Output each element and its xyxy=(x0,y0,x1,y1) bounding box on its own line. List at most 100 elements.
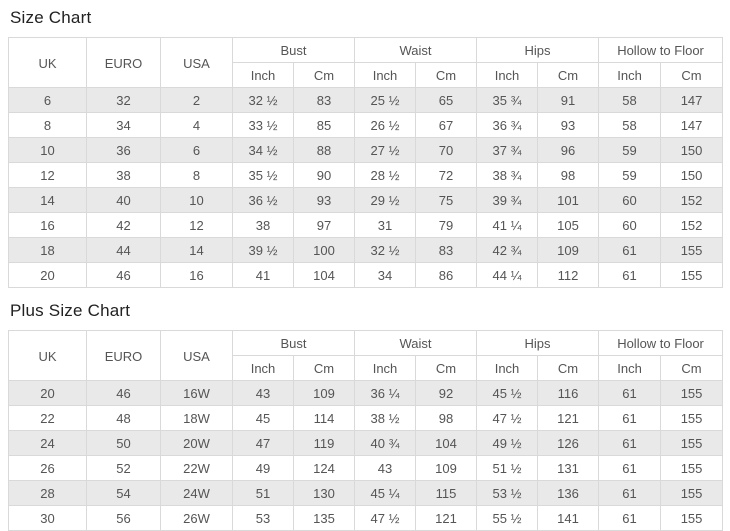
cell: 109 xyxy=(292,380,356,406)
cell: 98 xyxy=(537,162,600,188)
cell: 38 ½ xyxy=(354,405,417,431)
column-group-header: Hollow to Floor xyxy=(598,330,724,356)
cell: 40 ¾ xyxy=(354,430,417,456)
cell: 44 ¼ xyxy=(476,262,539,288)
cell: 92 xyxy=(415,380,478,406)
cell: 100 xyxy=(292,237,356,263)
column-subheader: Inch xyxy=(232,62,294,88)
column-subheader: Cm xyxy=(415,355,478,381)
column-header: USA xyxy=(160,330,233,381)
cell: 53 ½ xyxy=(476,480,539,506)
cell: 6 xyxy=(160,137,233,163)
cell: 39 ½ xyxy=(232,237,294,263)
cell: 55 ½ xyxy=(476,505,539,531)
cell: 130 xyxy=(292,480,356,506)
cell: 45 ½ xyxy=(476,380,539,406)
cell: 39 ¾ xyxy=(476,187,539,213)
cell: 59 xyxy=(598,162,662,188)
cell: 35 ½ xyxy=(232,162,294,188)
table-row: 20 46 16 41 104 34 86 44 ¼ 112 61 155 xyxy=(8,262,724,288)
cell: 50 xyxy=(86,430,161,456)
cell: 155 xyxy=(660,262,724,288)
cell: 58 xyxy=(598,87,662,113)
column-subheader: Cm xyxy=(415,62,478,88)
cell: 43 xyxy=(354,455,417,481)
cell: 29 ½ xyxy=(354,187,417,213)
cell: 72 xyxy=(415,162,478,188)
table-row: 14 40 10 36 ½ 93 29 ½ 75 39 ¾ 101 60 152 xyxy=(8,187,724,213)
column-subheader: Cm xyxy=(537,62,600,88)
column-subheader: Cm xyxy=(292,62,356,88)
cell: 61 xyxy=(598,505,662,531)
cell: 150 xyxy=(660,137,724,163)
cell: 104 xyxy=(415,430,478,456)
cell: 41 ¼ xyxy=(476,212,539,238)
table-row: 12 38 8 35 ½ 90 28 ½ 72 38 ¾ 98 59 150 xyxy=(8,162,724,188)
column-group-header: Waist xyxy=(354,37,478,63)
cell: 105 xyxy=(537,212,600,238)
cell: 51 xyxy=(232,480,294,506)
size-chart-header: UK EURO USA Bust Waist Hips Hollow to Floor Inc… xyxy=(8,37,724,88)
cell: 38 xyxy=(86,162,161,188)
table-row: 6 32 2 32 ½ 83 25 ½ 65 35 ¾ 91 58 147 xyxy=(8,87,724,113)
cell: 22 xyxy=(8,405,87,431)
column-subheader: Cm xyxy=(537,355,600,381)
table-row: 26 52 22W 49 124 43 109 51 ½ 131 61 155 xyxy=(8,455,724,481)
cell: 61 xyxy=(598,430,662,456)
cell: 70 xyxy=(415,137,478,163)
cell: 34 xyxy=(86,112,161,138)
cell: 32 ½ xyxy=(354,237,417,263)
cell: 36 xyxy=(86,137,161,163)
column-group-header: Bust xyxy=(231,330,356,356)
cell: 40 xyxy=(86,187,161,213)
size-chart-table: UK EURO USA Bust Waist Hips Hollow to Floor Inc… xyxy=(8,37,724,288)
cell: 12 xyxy=(8,162,87,188)
cell: 38 ¾ xyxy=(476,162,539,188)
table-row: 30 56 26W 53 135 47 ½ 121 55 ½ 141 61 155 xyxy=(8,505,724,531)
column-subheader: Inch xyxy=(354,62,417,88)
cell: 27 ½ xyxy=(354,137,417,163)
cell: 136 xyxy=(537,480,600,506)
column-group-header: Waist xyxy=(354,330,478,356)
cell: 4 xyxy=(160,112,233,138)
cell: 36 ¾ xyxy=(476,112,539,138)
cell: 49 ½ xyxy=(476,430,539,456)
table-row: 24 50 20W 47 119 40 ¾ 104 49 ½ 126 61 155 xyxy=(8,430,724,456)
cell: 115 xyxy=(415,480,478,506)
column-subheader: Cm xyxy=(292,355,356,381)
cell: 16 xyxy=(8,212,87,238)
table-row: 18 44 14 39 ½ 100 32 ½ 83 42 ¾ 109 61 155 xyxy=(8,237,724,263)
cell: 67 xyxy=(415,112,478,138)
cell: 25 ½ xyxy=(354,87,417,113)
cell: 18W xyxy=(160,405,233,431)
cell: 56 xyxy=(86,505,161,531)
cell: 47 ½ xyxy=(354,505,417,531)
plus-size-chart-title: Plus Size Chart xyxy=(10,301,131,320)
cell: 44 xyxy=(86,237,161,263)
cell: 65 xyxy=(415,87,478,113)
cell: 34 ½ xyxy=(232,137,294,163)
cell: 88 xyxy=(292,137,356,163)
cell: 155 xyxy=(660,405,724,431)
cell: 86 xyxy=(415,262,478,288)
column-header: USA xyxy=(160,37,233,88)
cell: 8 xyxy=(160,162,233,188)
cell: 32 ½ xyxy=(232,87,294,113)
cell: 61 xyxy=(598,262,662,288)
cell: 109 xyxy=(537,237,600,263)
cell: 30 xyxy=(8,505,87,531)
cell: 114 xyxy=(292,405,356,431)
cell: 26 ½ xyxy=(354,112,417,138)
cell: 37 ¾ xyxy=(476,137,539,163)
cell: 61 xyxy=(598,405,662,431)
cell: 49 xyxy=(232,455,294,481)
cell: 135 xyxy=(292,505,356,531)
cell: 61 xyxy=(598,480,662,506)
cell: 93 xyxy=(537,112,600,138)
cell: 28 ½ xyxy=(354,162,417,188)
cell: 83 xyxy=(415,237,478,263)
column-header: EURO xyxy=(86,330,161,381)
cell: 16 xyxy=(160,262,233,288)
cell: 152 xyxy=(660,187,724,213)
